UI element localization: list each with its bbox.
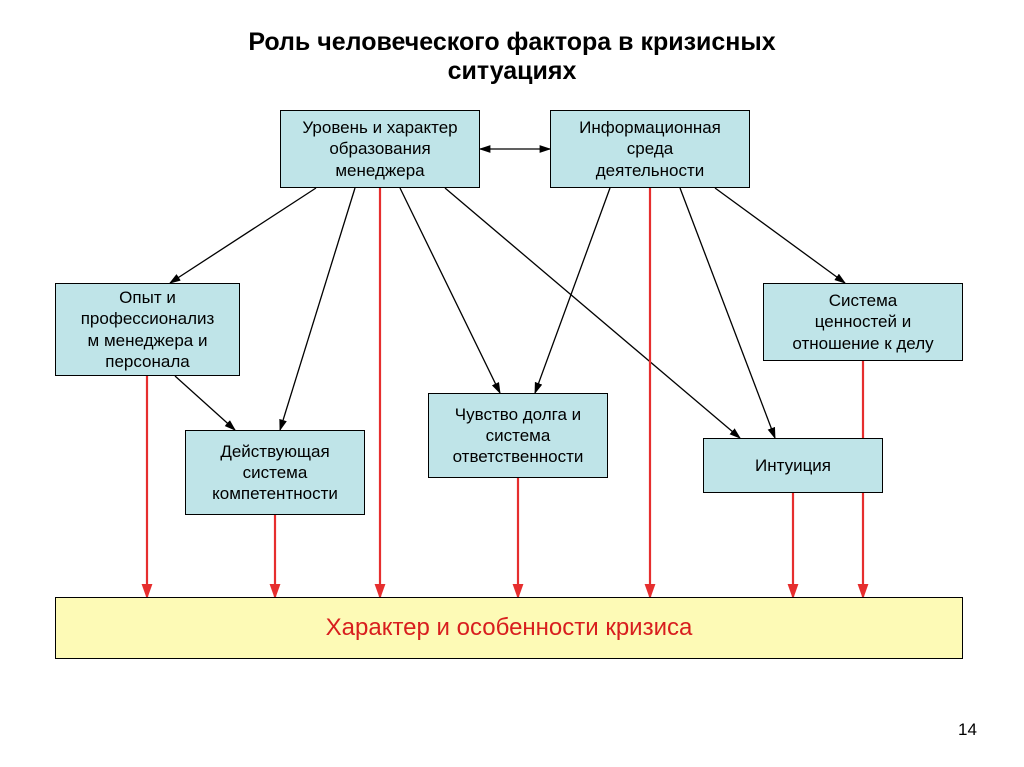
node-crisis-character: Характер и особенности кризиса [55, 597, 963, 659]
node-experience-professionalism: Опыт ипрофессионализм менеджера иперсона… [55, 283, 240, 376]
title-line2: ситуациях [448, 57, 577, 85]
node-value-system: Системаценностей иотношение к делу [763, 283, 963, 361]
node-label: Уровень и характеробразованияменеджера [302, 117, 457, 181]
bottom-label: Характер и особенности кризиса [326, 613, 693, 643]
node-competence-system: Действующаясистемакомпетентности [185, 430, 365, 515]
node-label: Действующаясистемакомпетентности [212, 441, 338, 505]
node-duty-responsibility: Чувство долга исистемаответственности [428, 393, 608, 478]
black-arrow [170, 188, 316, 283]
black-arrow [280, 188, 355, 430]
black-arrow [535, 188, 610, 393]
node-education-level: Уровень и характеробразованияменеджера [280, 110, 480, 188]
black-arrow [175, 376, 235, 430]
node-information-environment: Информационнаясредадеятельности [550, 110, 750, 188]
node-label: Информационнаясредадеятельности [579, 117, 721, 181]
black-arrow [400, 188, 500, 393]
diagram-title: Роль человеческого фактора в кризисных с… [0, 28, 1024, 86]
page-number: 14 [958, 720, 977, 740]
black-arrow [715, 188, 845, 283]
node-label: Чувство долга исистемаответственности [453, 404, 584, 468]
node-label: Интуиция [755, 455, 831, 476]
node-label: Системаценностей иотношение к делу [792, 290, 933, 354]
node-label: Опыт ипрофессионализм менеджера иперсона… [81, 287, 215, 372]
node-intuition: Интуиция [703, 438, 883, 493]
title-line1: Роль человеческого фактора в кризисных [248, 28, 775, 56]
black-arrow [680, 188, 775, 438]
